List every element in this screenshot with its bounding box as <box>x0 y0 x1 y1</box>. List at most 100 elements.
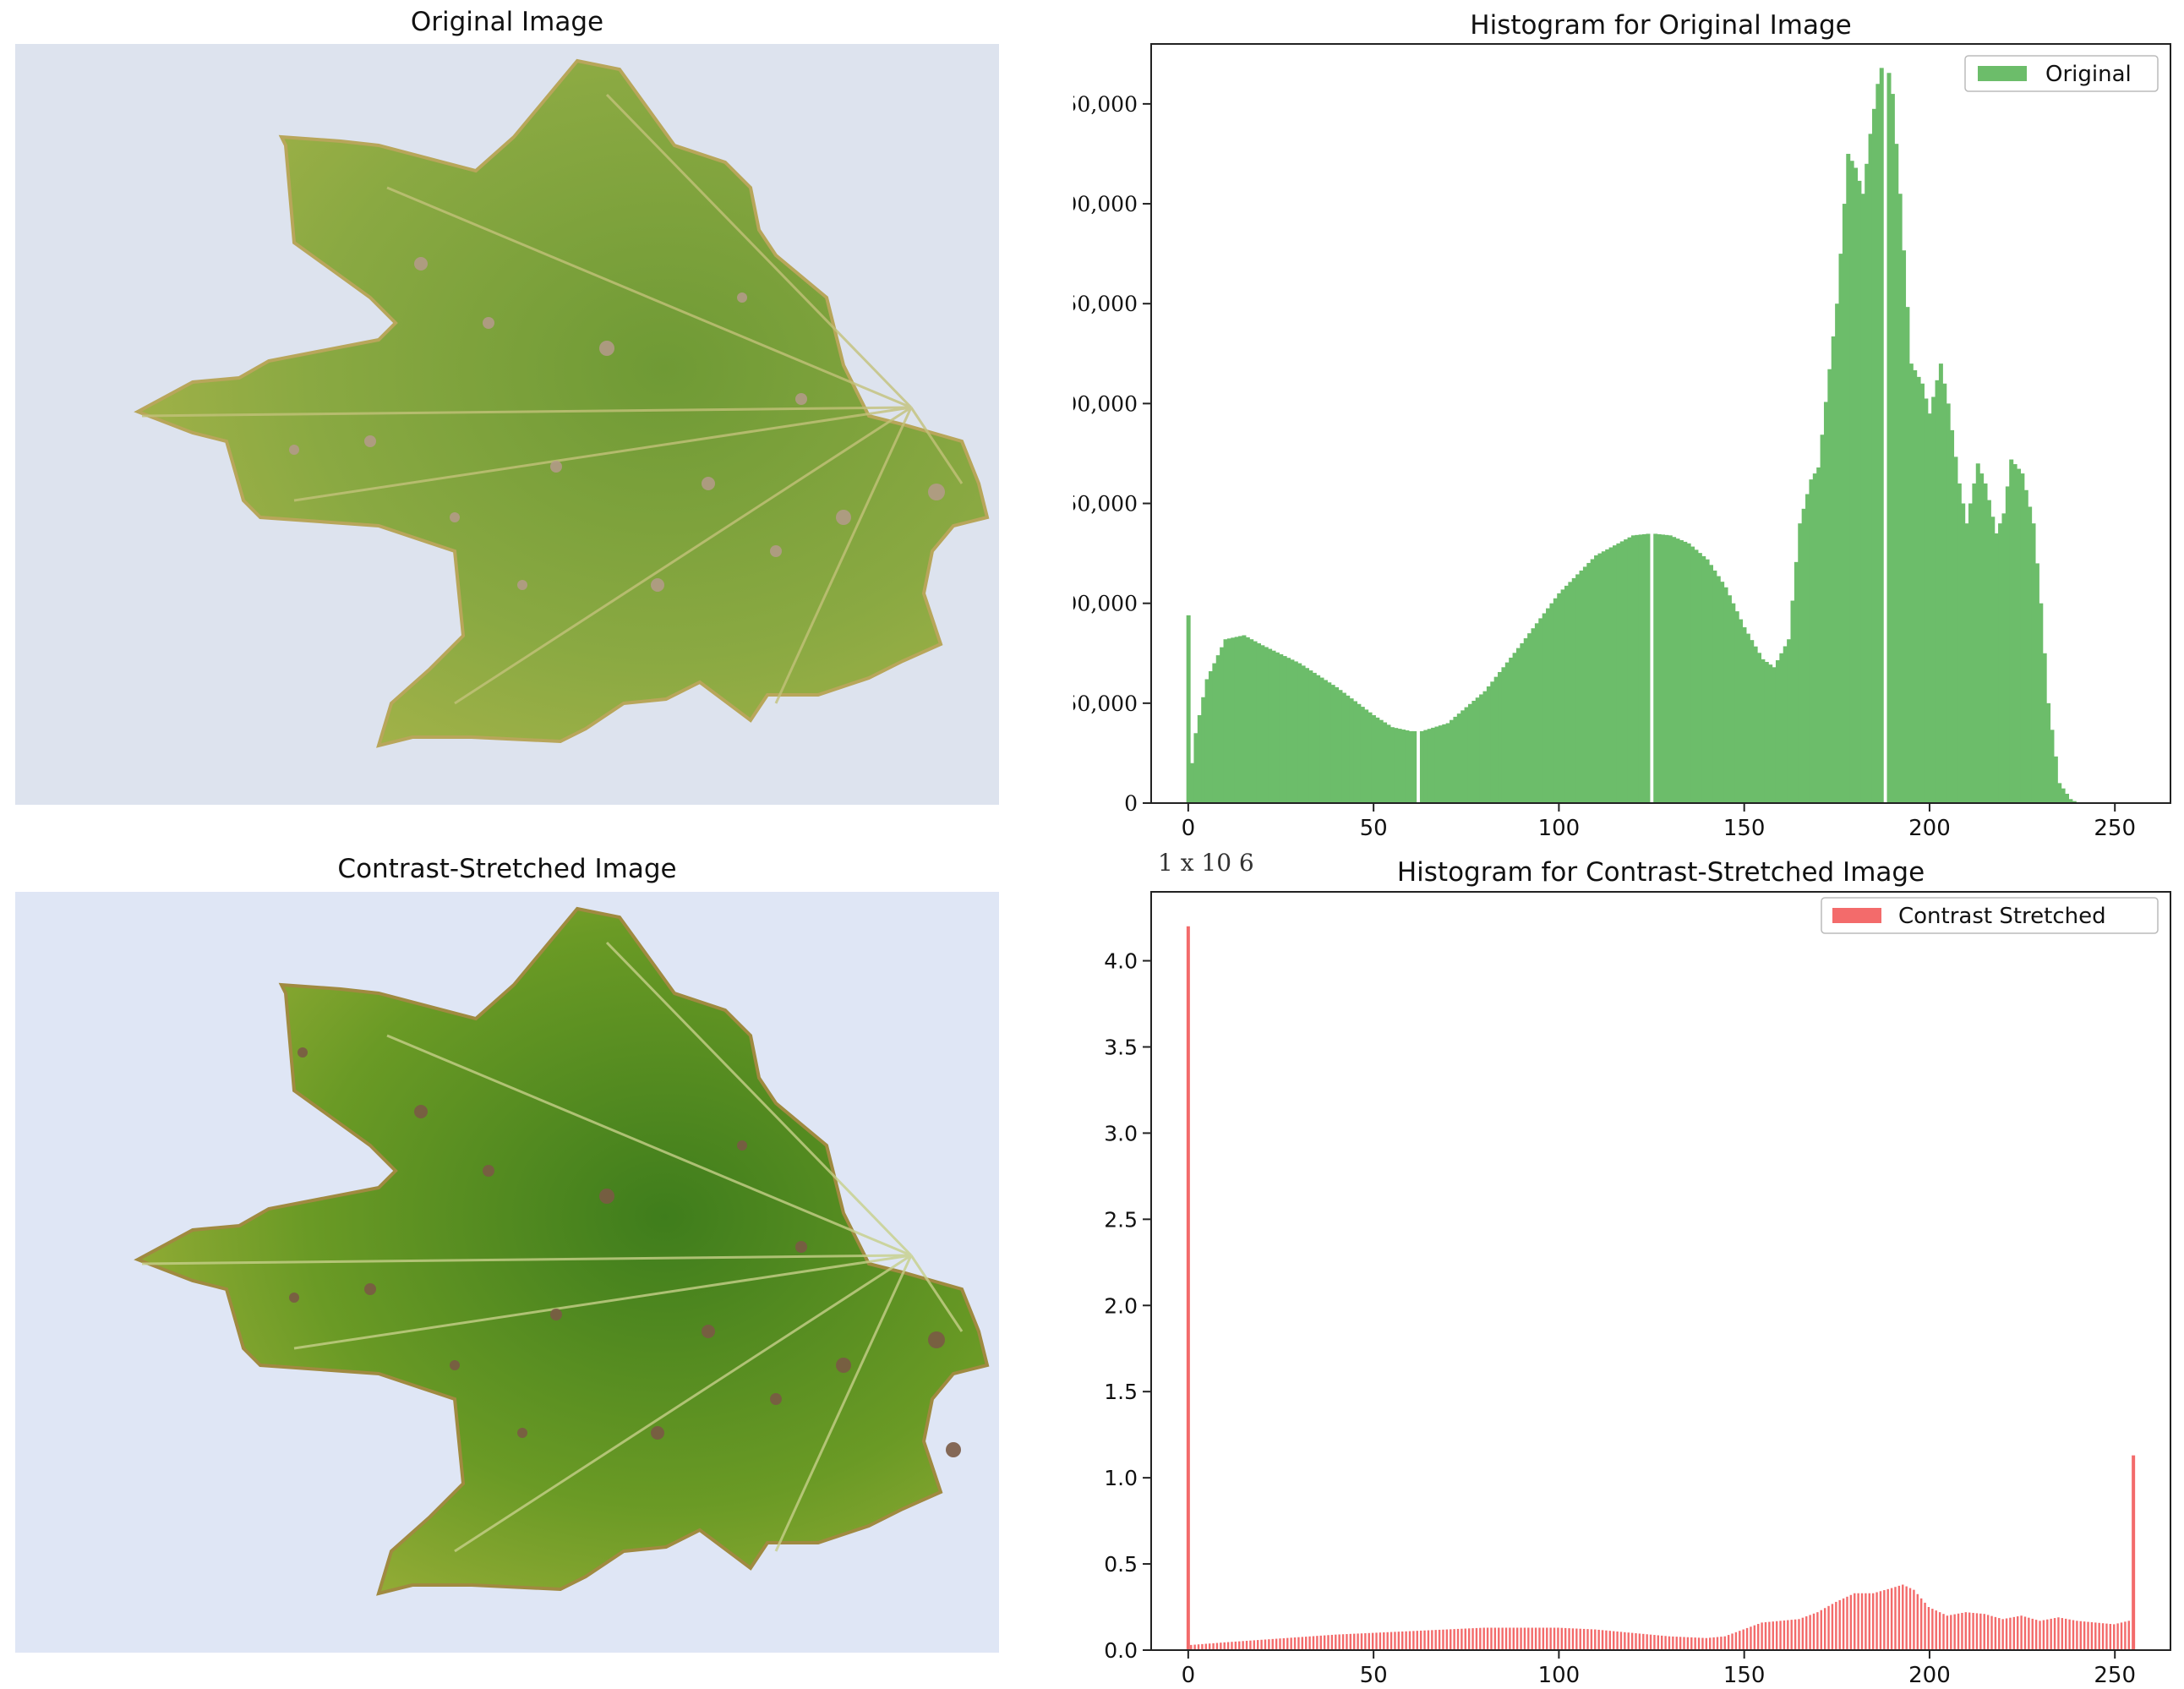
histogram-bar <box>1594 1629 1597 1650</box>
histogram-bar <box>1542 613 1547 803</box>
histogram-bar <box>2057 783 2062 803</box>
histogram-bar <box>1223 639 1228 803</box>
histogram-bar <box>1646 533 1651 803</box>
histogram-bar <box>1560 589 1565 803</box>
histogram-bar <box>2113 1624 2116 1650</box>
y-tick-label: 0.0 <box>1104 1638 1138 1663</box>
histogram-bar <box>1946 1615 1949 1650</box>
histogram-bar <box>1542 1627 1545 1650</box>
histogram-bar <box>2012 1616 2016 1650</box>
x-tick-label: 250 <box>2094 1663 2136 1688</box>
legend: Contrast Stretched <box>1821 897 2159 934</box>
histogram-bar <box>2023 489 2028 803</box>
histogram-bar <box>1197 715 1202 803</box>
histogram-bar <box>1783 646 1788 803</box>
histogram-bar <box>1897 1585 1901 1650</box>
histogram-bar <box>1727 1635 1730 1650</box>
histogram-bar <box>1902 1584 1904 1650</box>
histogram-bar <box>1720 1637 1723 1650</box>
histogram-bar <box>1716 576 1721 803</box>
histogram-bar <box>1553 1627 1556 1650</box>
histogram-bar <box>1212 1643 1215 1650</box>
histogram-bar <box>1450 1629 1452 1650</box>
histogram-bar <box>1260 645 1265 803</box>
histogram-bar <box>1304 1637 1308 1650</box>
histogram-bar <box>1942 1614 1945 1650</box>
histogram-bar <box>1775 660 1780 803</box>
histogram-bar <box>1764 1621 1767 1650</box>
histogram-bar <box>2023 1616 2027 1650</box>
histogram-bar <box>1408 730 1413 803</box>
histogram-bar <box>1627 1632 1630 1650</box>
histogram-bar <box>1990 517 1996 803</box>
histogram-bar <box>1323 1635 1326 1650</box>
histogram-bar <box>1341 692 1346 803</box>
histogram-bar <box>1590 1629 1593 1650</box>
histogram-bar <box>1753 646 1758 803</box>
legend-swatch <box>1832 908 1881 923</box>
histogram-bar <box>1871 1593 1875 1650</box>
histogram-bar <box>1330 1634 1334 1650</box>
histogram-bar <box>1245 1640 1248 1650</box>
y-tick-label: 3.5 <box>1104 1035 1138 1059</box>
original-histogram-chart: Histogram for Original Image 0 50 100 150 20… <box>1073 10 2171 837</box>
x-tick-label: 50 <box>1360 816 1388 837</box>
histogram-bar <box>1286 1637 1289 1650</box>
histogram-bar <box>1364 709 1369 803</box>
histogram-bar <box>1450 719 1455 803</box>
y-tick-label: 3.0 <box>1104 1121 1138 1145</box>
histogram-bar <box>1282 656 1287 803</box>
histogram-bar <box>1938 363 1943 804</box>
histogram-bar <box>1312 672 1317 803</box>
histogram-bar <box>1961 503 1966 803</box>
histogram-bar <box>1456 713 1461 803</box>
histogram-bar <box>1301 665 1306 803</box>
histogram-bar <box>1865 1593 1867 1650</box>
histogram-bar <box>1371 1632 1374 1650</box>
histogram-bar <box>1279 1638 1281 1650</box>
histogram-bar <box>1316 675 1321 803</box>
stretched-histogram-chart: 1 x 10 6 Histogram for Contrast-Stretche… <box>1104 849 2171 1688</box>
histogram-bar <box>1801 1617 1805 1650</box>
histogram-bar <box>1601 551 1606 803</box>
histogram-bar <box>1557 1627 1559 1650</box>
histogram-bar <box>1249 639 1254 803</box>
histogram-bar <box>1805 494 1810 803</box>
histogram-bar <box>1571 577 1576 803</box>
histogram-bar <box>2012 464 2017 803</box>
histogram-bar <box>1534 1627 1537 1650</box>
histogram-bar <box>1375 717 1380 803</box>
histogram-bar <box>1697 553 1702 803</box>
histogram-bar <box>1453 716 1458 803</box>
histogram-bar <box>1745 633 1750 803</box>
histogram-bar <box>1475 697 1480 803</box>
x-tick-label: 50 <box>1360 1663 1388 1688</box>
histogram-bar <box>1316 1636 1319 1650</box>
histogram-bar <box>1290 659 1295 803</box>
histogram-bar <box>1190 763 1195 803</box>
histogram-bar <box>1464 707 1469 803</box>
leaf-veins <box>141 941 964 1553</box>
histogram-bar <box>1979 473 1985 803</box>
histogram-bar <box>1416 1631 1418 1650</box>
histogram-bar <box>1308 670 1313 803</box>
histogram-bar <box>1319 677 1324 803</box>
histogram-bar <box>1308 1636 1311 1650</box>
histogram-bar <box>1431 727 1436 803</box>
histogram-bar <box>1694 549 1699 803</box>
histogram-bar <box>1931 1609 1934 1650</box>
histogram-bar <box>1668 1636 1671 1650</box>
histogram-bar <box>1327 1635 1330 1650</box>
histogram-bar <box>1953 456 1958 803</box>
histogram-bar <box>1353 1633 1356 1650</box>
histogram-bar <box>1582 566 1587 803</box>
histogram-bar <box>2068 799 2073 803</box>
histogram-bar <box>1768 1621 1771 1650</box>
histogram-bar <box>1686 1637 1690 1650</box>
histogram-bar <box>1405 730 1410 803</box>
histogram-bar <box>1994 1616 1997 1650</box>
histogram-bar <box>2034 1620 2038 1650</box>
histogram-bar <box>2046 1619 2049 1650</box>
histogram-bar <box>1553 598 1558 803</box>
histogram-spike <box>2132 1455 2136 1650</box>
